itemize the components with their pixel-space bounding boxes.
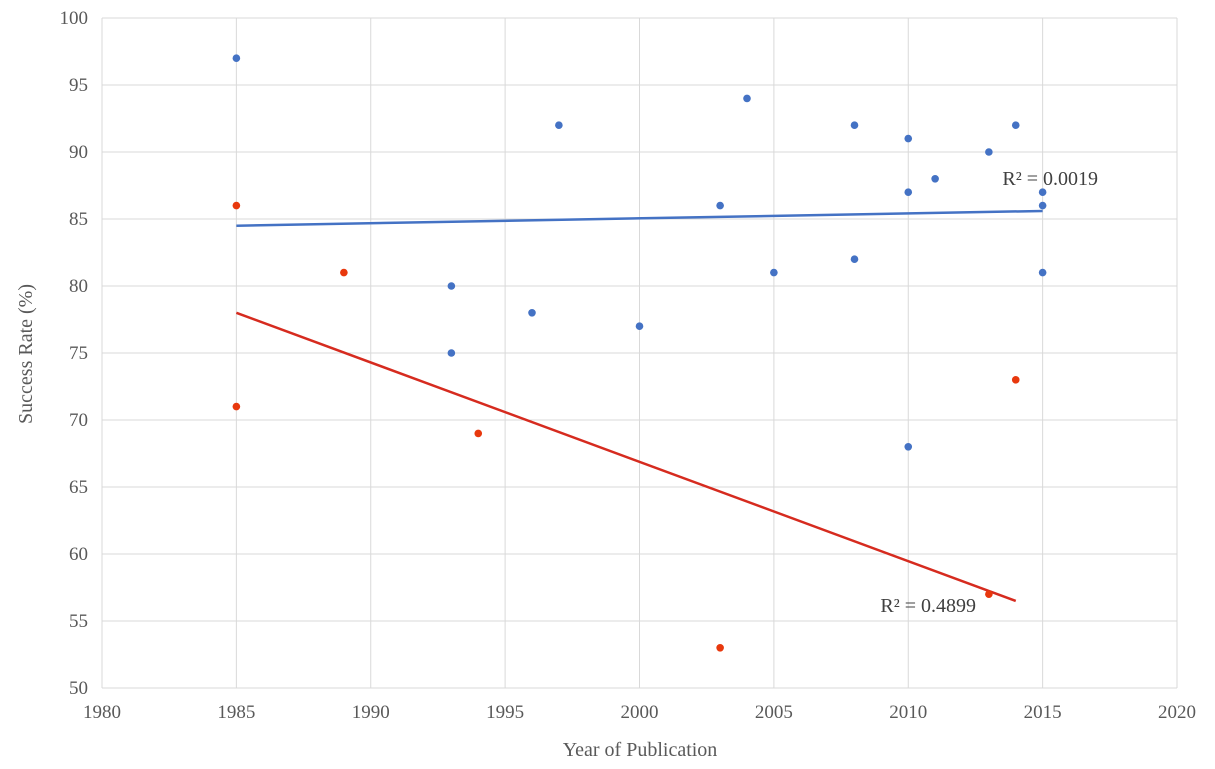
x-tick-label: 2020 [1158,702,1196,723]
y-tick-label: 95 [69,75,88,96]
data-point-series-1 [1038,268,1047,277]
data-point-series-2 [1011,376,1020,384]
x-axis-ticks: 1980 1985 1990 1995 2000 2005 2010 2015 2020 [83,702,1196,723]
data-points [232,54,1047,652]
x-tick-label: 1985 [217,702,255,723]
data-point-series-1 [850,255,859,263]
y-tick-label: 90 [69,142,88,163]
r2-label-series-1: R² = 0.0019 [1002,168,1098,190]
x-axis-title: Year of Publication [563,739,718,761]
data-point-series-2 [340,268,348,277]
y-tick-label: 80 [69,276,88,297]
data-point-series-1 [447,349,456,357]
y-axis-ticks: 50 55 60 65 70 75 80 85 90 95 100 [60,8,89,699]
data-point-series-1 [850,121,859,129]
x-tick-label: 2015 [1024,702,1062,723]
data-point-series-1 [716,201,724,210]
data-point-series-2 [232,201,241,210]
trendline-series-1 [236,209,1043,227]
y-axis-title: Success Rate (%) [15,284,37,424]
data-point-series-1 [447,282,456,290]
data-point-series-1 [770,268,778,277]
r2-label-series-2: R² = 0.4899 [880,595,976,617]
data-point-series-1 [985,148,993,156]
data-point-series-1 [931,175,939,183]
y-tick-label: 75 [69,343,88,364]
y-tick-label: 65 [69,477,88,498]
x-tick-label: 1980 [83,702,121,723]
gridlines [101,17,1178,689]
data-point-series-2 [474,429,483,438]
data-point-series-1 [555,121,563,129]
trendline-series-2 [235,311,1017,603]
data-point-series-1 [904,443,913,451]
data-point-series-2 [716,644,724,652]
y-tick-label: 85 [69,209,88,230]
x-tick-label: 2005 [755,702,793,723]
data-point-series-2 [232,402,241,411]
data-point-series-1 [1038,201,1047,210]
data-point-series-1 [904,188,913,196]
r2-labels: R² = 0.0019 R² = 0.4899 [880,168,1098,617]
data-point-series-1 [528,309,536,317]
x-tick-label: 1990 [352,702,390,723]
y-tick-label: 55 [69,611,88,632]
data-point-series-1 [1011,121,1020,129]
x-tick-label: 2010 [889,702,927,723]
y-tick-label: 100 [60,8,89,29]
y-tick-label: 60 [69,544,88,565]
x-tick-label: 2000 [621,702,659,723]
trendlines [235,209,1043,603]
data-point-series-1 [232,54,241,62]
data-point-series-1 [635,322,644,331]
y-tick-label: 70 [69,410,88,431]
data-point-series-1 [1038,188,1047,196]
data-point-series-1 [743,94,751,103]
data-point-series-1 [904,134,913,143]
data-point-series-2 [985,590,993,598]
x-tick-label: 1995 [486,702,524,723]
y-tick-label: 50 [69,678,88,699]
